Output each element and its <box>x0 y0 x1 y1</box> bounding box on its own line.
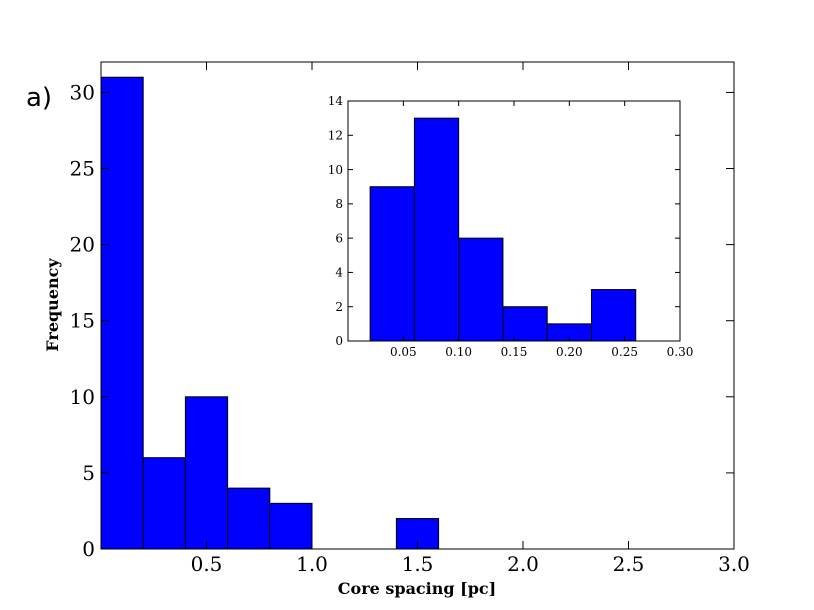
main-ytick-label: 20 <box>70 233 95 257</box>
main-ticks <box>101 62 735 550</box>
main-bar-0 <box>100 76 144 550</box>
inset-xtick-label: 0.10 <box>445 345 472 359</box>
inset-ytick-label: 12 <box>328 128 343 142</box>
inset-xtick-label: 0.05 <box>390 345 417 359</box>
inset-xtick-label: 0.25 <box>611 345 638 359</box>
main-ytick-label: 5 <box>82 461 95 485</box>
inset-bar-3 <box>502 306 548 342</box>
main-xtick-label: 3.0 <box>718 552 750 576</box>
main-xtick-label: 1.0 <box>296 552 328 576</box>
inset-bar-0 <box>369 186 415 342</box>
inset-ytick-label: 4 <box>335 266 343 280</box>
inset-ytick-label: 0 <box>335 334 343 348</box>
main-bar-2 <box>184 396 229 550</box>
main-ytick-label: 30 <box>70 80 95 104</box>
inset-ytick-label: 14 <box>328 94 344 108</box>
inset-ytick-label: 2 <box>335 300 343 314</box>
main-ytick-label: 25 <box>70 157 95 181</box>
main-xtick-label: 2.5 <box>613 552 645 576</box>
inset-bar-1 <box>413 117 460 342</box>
inset-histogram: 0.05 0.10 0.15 0.20 0.25 0.30 0 2 4 6 8 10 12 14 <box>328 94 694 359</box>
main-y-tick-labels: 0 5 10 15 20 25 30 <box>70 80 95 561</box>
x-axis-label: Core spacing [pc] <box>338 579 496 598</box>
main-bars <box>100 76 440 550</box>
main-ytick-label: 0 <box>82 537 95 561</box>
inset-ytick-label: 6 <box>335 231 343 245</box>
main-bar-4 <box>269 502 313 550</box>
inset-xtick-label: 0.20 <box>556 345 583 359</box>
inset-bar-2 <box>458 237 504 342</box>
main-xtick-label: 2.0 <box>507 552 539 576</box>
inset-ticks <box>348 100 681 342</box>
inset-x-tick-labels: 0.05 0.10 0.15 0.20 0.25 0.30 <box>390 345 693 359</box>
inset-bar-5 <box>590 289 637 342</box>
inset-xtick-label: 0.15 <box>501 345 528 359</box>
main-ytick-label: 10 <box>70 385 95 409</box>
inset-xtick-label: 0.30 <box>667 345 694 359</box>
y-axis-label: Frequency <box>43 258 62 352</box>
main-bar-1 <box>142 457 186 550</box>
inset-y-tick-labels: 0 2 4 6 8 10 12 14 <box>328 94 344 348</box>
main-ytick-label: 15 <box>70 309 95 333</box>
main-bar-3 <box>227 487 271 550</box>
inset-bars <box>369 117 637 342</box>
inset-ytick-label: 8 <box>335 197 343 211</box>
panel-label: a) <box>26 83 52 113</box>
main-x-tick-labels: 0.5 1.0 1.5 2.0 2.5 3.0 <box>191 552 750 576</box>
main-xtick-label: 1.5 <box>402 552 434 576</box>
main-xtick-label: 0.5 <box>191 552 223 576</box>
inset-ytick-label: 10 <box>328 163 343 177</box>
